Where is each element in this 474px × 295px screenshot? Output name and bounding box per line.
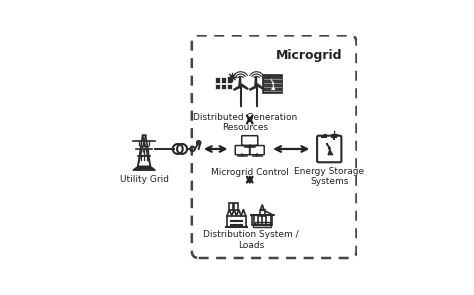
Circle shape	[255, 84, 257, 86]
Text: Distribution System /
Loads: Distribution System / Loads	[203, 230, 299, 250]
Polygon shape	[133, 166, 155, 170]
Circle shape	[230, 75, 234, 79]
FancyBboxPatch shape	[221, 77, 226, 83]
Polygon shape	[234, 85, 242, 90]
FancyBboxPatch shape	[227, 83, 232, 89]
Text: Microgrid: Microgrid	[276, 49, 343, 62]
Polygon shape	[255, 77, 256, 85]
Polygon shape	[327, 143, 333, 155]
Polygon shape	[271, 78, 275, 90]
Polygon shape	[241, 84, 248, 89]
Text: Distributed Generation
Resources: Distributed Generation Resources	[193, 113, 297, 132]
Circle shape	[240, 84, 242, 86]
FancyBboxPatch shape	[215, 83, 220, 89]
FancyBboxPatch shape	[215, 77, 220, 83]
Text: +: +	[329, 130, 339, 140]
FancyBboxPatch shape	[263, 75, 282, 93]
Text: -: -	[322, 130, 327, 140]
FancyBboxPatch shape	[263, 75, 268, 79]
FancyBboxPatch shape	[227, 77, 232, 83]
Polygon shape	[142, 148, 146, 156]
Polygon shape	[239, 77, 241, 85]
Text: Energy Storage
Systems: Energy Storage Systems	[294, 167, 365, 186]
Text: Utility Grid: Utility Grid	[119, 175, 169, 183]
FancyBboxPatch shape	[221, 83, 226, 89]
Polygon shape	[256, 84, 264, 89]
Text: Microgrid Control: Microgrid Control	[211, 168, 289, 177]
Polygon shape	[250, 85, 257, 90]
